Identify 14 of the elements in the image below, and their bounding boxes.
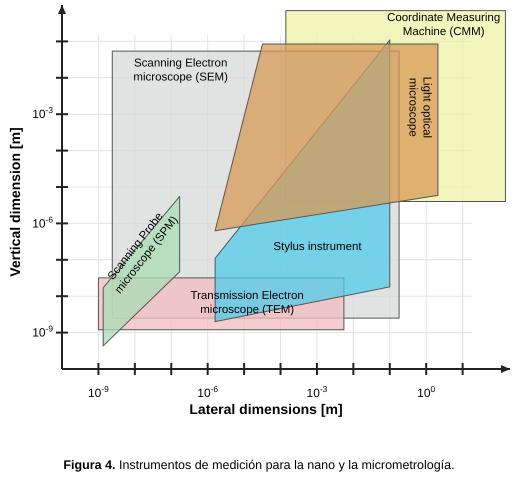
x-tick-label: 10$^{-6}$	[197, 384, 218, 400]
x-tick-label: 10$^{-3}$	[306, 384, 328, 400]
series-label: Scanning Electron microscope (SEM)	[133, 58, 228, 84]
y-tick-label: 10$^{-6}$	[32, 214, 54, 230]
text: Figura 4. Instrumentos de medición para la nano y la micrometrología.	[63, 458, 455, 472]
y-tick-label: 10$^{-3}$	[32, 105, 54, 122]
series-label: Coordinate Measuring Machine (CMM)	[387, 12, 500, 38]
series-label: Stylus instrument	[273, 240, 362, 253]
y-axis-title: Vertical dimension [m]	[7, 127, 23, 277]
y-tick-label: 10$^{-9}$	[32, 324, 54, 340]
x-tick-label: 10$^{0}$	[417, 384, 436, 400]
series-label: Light optical microscope	[406, 76, 433, 138]
x-tick-label: 10$^{-9}$	[88, 384, 110, 400]
x-axis-title: Lateral dimensions [m]	[189, 401, 343, 417]
